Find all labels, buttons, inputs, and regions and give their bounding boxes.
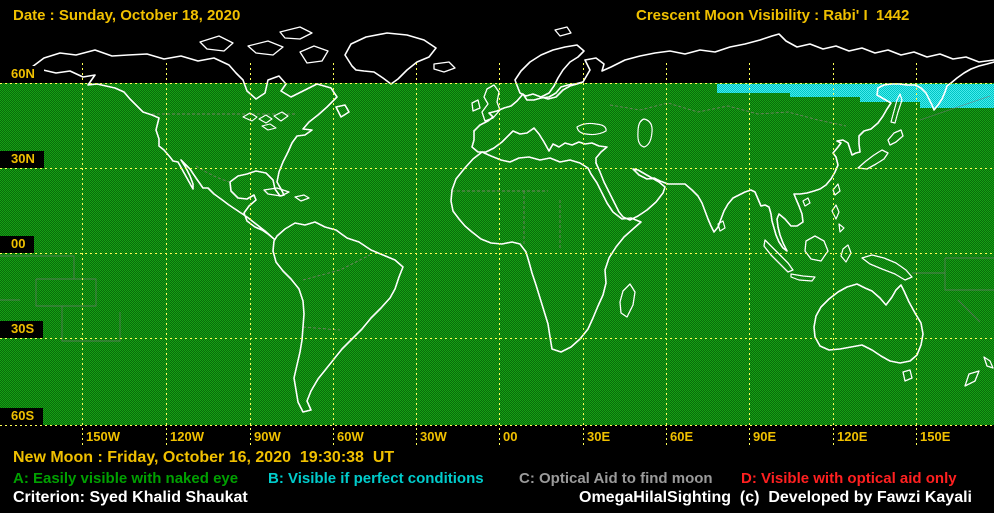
gridline-lat-00 (0, 253, 994, 254)
legend-zone-a: A: Easily visible with naked eye (13, 470, 239, 487)
lat-tick-60S: 60S (0, 408, 44, 425)
lon-tick-150W: 150W (86, 429, 120, 444)
gridline-lon-90E (749, 63, 750, 447)
coast-arctic-islands (199, 26, 329, 64)
gridline-lat-60S (0, 425, 994, 426)
zone-b-step-0 (717, 84, 790, 93)
page-title: Crescent Moon Visibility : Rabi' I 1442 (636, 7, 910, 24)
lon-tick-120E: 120E (837, 429, 868, 444)
lon-tick-120W: 120W (170, 429, 204, 444)
gridline-lat-60N (0, 83, 994, 84)
lon-tick-150E: 150E (920, 429, 951, 444)
gridline-lon-120W (166, 63, 167, 447)
lon-tick-90E: 90E (753, 429, 777, 444)
lat-tick-30S: 30S (0, 321, 44, 338)
lat-tick-30N: 30N (0, 151, 44, 168)
gridline-lon-30W (416, 63, 417, 447)
coast-greenland (344, 32, 437, 85)
gridline-lon-120E (833, 63, 834, 447)
zone-a-visibility-region (0, 83, 994, 425)
lon-tick-00: 00 (503, 429, 518, 444)
zone-b-step-1 (790, 84, 860, 97)
coast-iceland (433, 61, 456, 73)
lon-tick-30E: 30E (587, 429, 611, 444)
lon-tick-90W: 90W (254, 429, 281, 444)
gridline-lat-30N (0, 168, 994, 169)
zone-b-step-2 (860, 84, 920, 102)
zone-b-step-3 (920, 84, 994, 108)
gridline-lon-150E (916, 63, 917, 447)
gridline-lon-00 (499, 63, 500, 447)
gridline-lon-60E (666, 63, 667, 447)
date-label: Date : Sunday, October 18, 2020 (13, 7, 241, 24)
coast-svalbard (554, 26, 572, 37)
gridline-lat-30S (0, 338, 994, 339)
lon-tick-30W: 30W (420, 429, 447, 444)
legend-zone-c: C: Optical Aid to find moon (519, 470, 713, 487)
lon-tick-60W: 60W (337, 429, 364, 444)
criterion-label: Criterion: Syed Khalid Shaukat (13, 489, 248, 506)
new-moon-label: New Moon : Friday, October 16, 2020 19:3… (13, 449, 395, 466)
gridline-lon-90W (250, 63, 251, 447)
legend-zone-d: D: Visible with optical aid only (741, 470, 957, 487)
lat-tick-60N: 60N (0, 66, 44, 83)
gridline-lon-60W (333, 63, 334, 447)
legend-zone-b: B: Visible if perfect conditions (268, 470, 484, 487)
gridline-lon-150W (82, 63, 83, 447)
lat-tick-00: 00 (0, 236, 35, 253)
credit-label: OmegaHilalSighting (c) Developed by Fawz… (579, 489, 972, 506)
lon-tick-60E: 60E (670, 429, 694, 444)
gridline-lon-30E (583, 63, 584, 447)
